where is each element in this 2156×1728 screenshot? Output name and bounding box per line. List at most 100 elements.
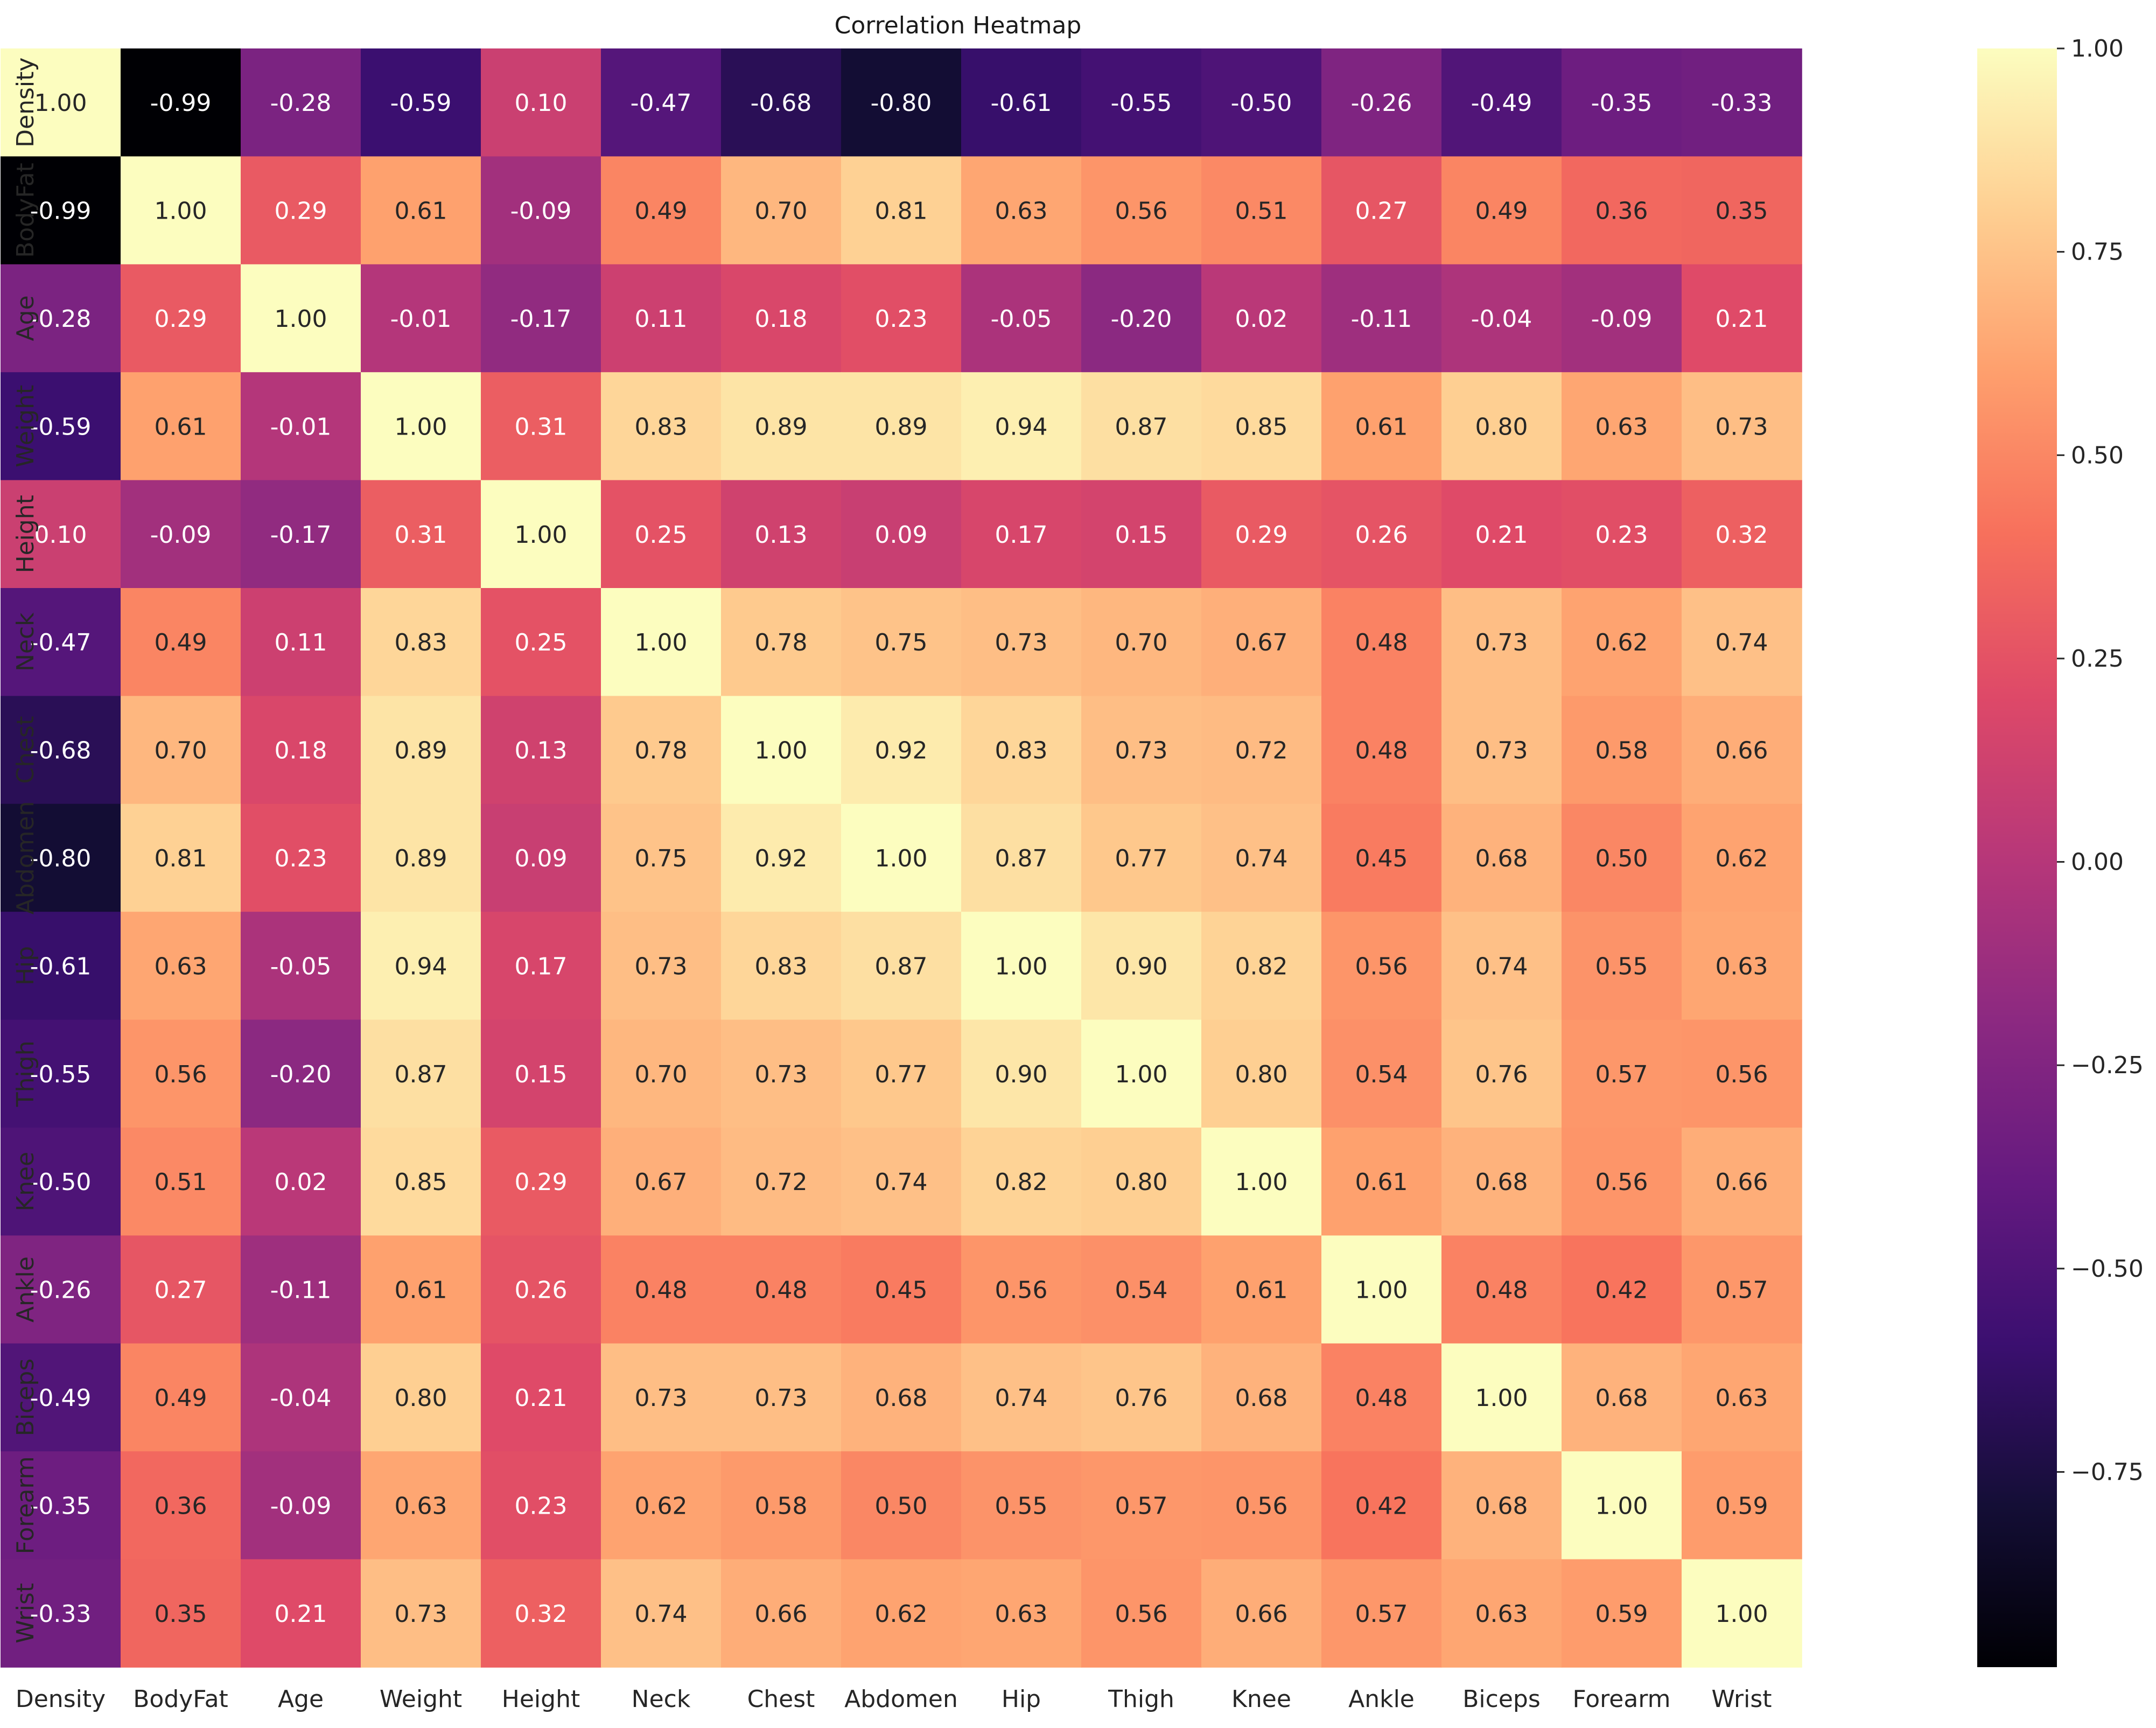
- cell-value-label: 0.49: [635, 198, 688, 225]
- heatmap-cell-weight-ankle: [1321, 372, 1442, 481]
- heatmap-cell-neck-forearm: [1562, 588, 1682, 697]
- heatmap-cell-ankle-weight: [361, 1235, 481, 1344]
- cell-value-label: 0.56: [1716, 1061, 1768, 1088]
- y-tick-label-neck: Neck: [12, 612, 39, 671]
- cell-value-label: 0.73: [635, 1384, 688, 1412]
- heatmap-cell-height-wrist: [1682, 480, 1802, 589]
- cell-value-label: 0.48: [635, 1277, 688, 1304]
- heatmap-cell-knee-knee: [1201, 1128, 1322, 1236]
- cell-value-label: 0.56: [1115, 1600, 1168, 1628]
- heatmap-cell-density-hip: [961, 48, 1082, 157]
- heatmap-cell-wrist-thigh: [1081, 1559, 1202, 1668]
- heatmap-cell-forearm-abdomen: [841, 1451, 962, 1560]
- heatmap-cell-bodyfat-hip: [961, 156, 1082, 265]
- cell-value-label: 1.00: [1115, 1061, 1168, 1088]
- cell-value-label: 0.73: [1115, 737, 1168, 765]
- heatmap-cell-ankle-forearm: [1562, 1235, 1682, 1344]
- y-tick-label-abdomen: Abdomen: [12, 801, 39, 915]
- heatmap-cell-hip-ankle: [1321, 912, 1442, 1020]
- heatmap-cell-biceps-neck: [601, 1343, 722, 1452]
- heatmap-cell-abdomen-height: [481, 803, 601, 912]
- cell-value-label: 0.77: [875, 1061, 928, 1088]
- heatmap-cell-biceps-thigh: [1081, 1343, 1202, 1452]
- cell-value-label: 0.72: [1235, 737, 1288, 765]
- heatmap-cell-forearm-age: [241, 1451, 361, 1560]
- cell-value-label: -0.33: [1711, 89, 1773, 117]
- heatmap-cell-thigh-thigh: [1081, 1019, 1202, 1128]
- cell-value-label: 0.59: [1595, 1600, 1648, 1628]
- heatmap-cell-knee-age: [241, 1128, 361, 1236]
- cell-value-label: -0.26: [30, 1277, 92, 1304]
- cell-value-label: 0.90: [1115, 953, 1168, 980]
- heatmap-cell-forearm-weight: [361, 1451, 481, 1560]
- heatmap-cell-age-weight: [361, 264, 481, 373]
- heatmap-cell-biceps-ankle: [1321, 1343, 1442, 1452]
- heatmap-cell-ankle-neck: [601, 1235, 722, 1344]
- heatmap-cell-age-ankle: [1321, 264, 1442, 373]
- y-tick-label-height: Height: [12, 495, 39, 573]
- heatmap-cell-forearm-ankle: [1321, 1451, 1442, 1560]
- cell-value-label: 0.13: [755, 521, 808, 549]
- cell-value-label: 0.56: [1355, 953, 1408, 980]
- cell-value-label: 0.63: [1716, 953, 1768, 980]
- cell-value-label: 1.00: [275, 305, 327, 333]
- heatmap-cell-age-knee: [1201, 264, 1322, 373]
- heatmap-cell-bodyfat-forearm: [1562, 156, 1682, 265]
- heatmap-cell-knee-wrist: [1682, 1128, 1802, 1236]
- y-tick-label-ankle: Ankle: [12, 1256, 39, 1323]
- x-tick-label-bodyfat: BodyFat: [133, 1685, 228, 1713]
- cell-value-label: 0.76: [1115, 1384, 1168, 1412]
- heatmap-cell-ankle-density: [1, 1235, 121, 1344]
- cell-value-label: 0.23: [1595, 521, 1648, 549]
- cell-value-label: 0.10: [34, 521, 87, 549]
- heatmap-cell-neck-thigh: [1081, 588, 1202, 697]
- cell-value-label: 0.66: [1235, 1600, 1288, 1628]
- cell-value-label: -0.35: [30, 1492, 92, 1520]
- cell-value-label: 1.00: [1475, 1384, 1528, 1412]
- heatmap-cell-abdomen-knee: [1201, 803, 1322, 912]
- colorbar-tick-label: 0.00: [2071, 849, 2124, 876]
- cell-value-label: 1.00: [1595, 1492, 1648, 1520]
- heatmap-cell-forearm-biceps: [1441, 1451, 1562, 1560]
- cell-value-label: 0.82: [995, 1169, 1048, 1196]
- cell-value-label: 0.73: [1475, 737, 1528, 765]
- heatmap-cell-height-forearm: [1562, 480, 1682, 589]
- heatmap-cell-age-bodyfat: [121, 264, 241, 373]
- heatmap-cell-abdomen-bodyfat: [121, 803, 241, 912]
- cell-value-label: 1.00: [1355, 1277, 1408, 1304]
- heatmap-cell-bodyfat-bodyfat: [121, 156, 241, 265]
- heatmap-cell-hip-knee: [1201, 912, 1322, 1020]
- heatmap-cell-neck-ankle: [1321, 588, 1442, 697]
- x-tick-label-height: Height: [502, 1685, 580, 1713]
- cell-value-label: 0.80: [1115, 1169, 1168, 1196]
- cell-value-label: -0.61: [30, 953, 92, 980]
- heatmap-cell-biceps-abdomen: [841, 1343, 962, 1452]
- heatmap-cell-abdomen-thigh: [1081, 803, 1202, 912]
- heatmap-cell-knee-ankle: [1321, 1128, 1442, 1236]
- heatmap-cell-thigh-density: [1, 1019, 121, 1128]
- cell-value-label: 1.00: [515, 521, 568, 549]
- heatmap-cell-weight-weight: [361, 372, 481, 481]
- heatmap-cell-abdomen-ankle: [1321, 803, 1442, 912]
- cell-value-label: 0.63: [1595, 413, 1648, 440]
- cell-value-label: 0.25: [515, 629, 568, 656]
- heatmap-cell-ankle-knee: [1201, 1235, 1322, 1344]
- x-tick-label-weight: Weight: [380, 1685, 462, 1713]
- colorbar-tick-label: −0.50: [2071, 1255, 2144, 1283]
- heatmap-cell-weight-hip: [961, 372, 1082, 481]
- heatmap-cell-abdomen-wrist: [1682, 803, 1802, 912]
- cell-value-label: -0.49: [30, 1384, 92, 1412]
- heatmap-cell-abdomen-abdomen: [841, 803, 962, 912]
- heatmap-cell-ankle-height: [481, 1235, 601, 1344]
- cell-value-label: 0.76: [1475, 1061, 1528, 1088]
- heatmap-cell-abdomen-chest: [721, 803, 842, 912]
- heatmap-cell-bodyfat-ankle: [1321, 156, 1442, 265]
- cell-value-label: 1.00: [1235, 1169, 1288, 1196]
- heatmap-cell-hip-weight: [361, 912, 481, 1020]
- heatmap-cell-abdomen-weight: [361, 803, 481, 912]
- cell-value-label: 0.09: [875, 521, 928, 549]
- y-tick-label-thigh: Thigh: [12, 1040, 39, 1107]
- cell-value-label: 1.00: [875, 845, 928, 872]
- heatmap-cell-thigh-bodyfat: [121, 1019, 241, 1128]
- heatmap-cell-thigh-hip: [961, 1019, 1082, 1128]
